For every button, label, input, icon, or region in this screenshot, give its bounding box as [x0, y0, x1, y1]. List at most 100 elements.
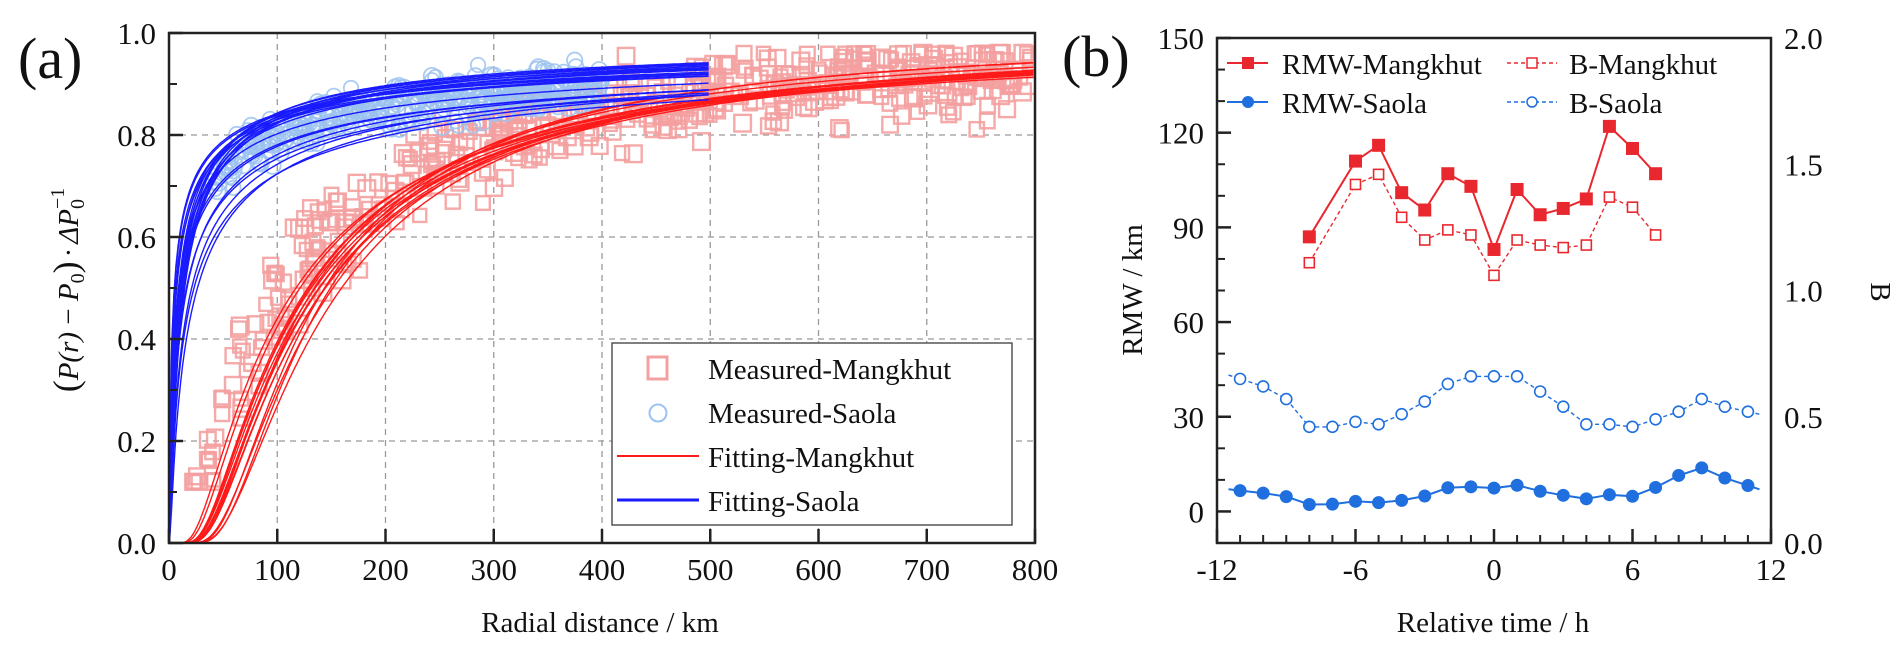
scatter-point-mangkhut: [421, 134, 438, 150]
scatter-point-mangkhut: [737, 59, 754, 76]
data-point: [1464, 480, 1478, 494]
data-point: [1533, 385, 1547, 398]
scatter-point-mangkhut: [759, 117, 778, 135]
data-point: [1442, 224, 1454, 236]
scatter-point-saola: [517, 79, 534, 96]
data-point: [1349, 154, 1362, 168]
y-tick-label: 90: [1173, 210, 1204, 245]
scatter-point-mangkhut: [837, 45, 854, 62]
y-tick-label: 120: [1158, 116, 1205, 151]
data-point: [1602, 488, 1616, 502]
y-tick-label: 0.8: [117, 118, 156, 153]
legend-item-measured-saola: Measured-Saola: [648, 398, 897, 430]
y-tick-label: 0.0: [117, 526, 156, 561]
scatter-point-mangkhut: [616, 46, 636, 66]
scatter-point-saola: [533, 86, 550, 103]
x-tick-label: 6: [1625, 552, 1641, 587]
panel-a-y-axis-label: (P(r) − P0)·ΔP0−1: [46, 188, 89, 393]
scatter-point-mangkhut: [304, 233, 322, 251]
x-tick-label: 400: [579, 552, 626, 587]
scatter-point-mangkhut: [474, 194, 492, 212]
fit-curve-saola: [169, 64, 709, 542]
data-point: [1302, 230, 1316, 244]
panel-b-y2-tick-labels: 0.0 0.5 1.0 1.5 2.0: [1784, 21, 1823, 561]
panel-a-plot-area: [169, 43, 1035, 543]
scatter-point-mangkhut: [203, 472, 222, 491]
data-point: [1325, 497, 1339, 511]
scatter-point-mangkhut: [284, 218, 304, 237]
x-tick-label: 800: [1012, 552, 1059, 587]
scatter-point-mangkhut: [412, 207, 428, 224]
fit-curve-saola: [169, 99, 709, 540]
data-point: [1349, 494, 1362, 508]
panel-b-series: [1228, 119, 1760, 511]
data-point: [1464, 370, 1478, 383]
fit-curve-saola: [169, 82, 709, 508]
fit-curve-saola: [169, 68, 709, 539]
data-point: [1603, 191, 1616, 203]
fit-curve-mangkhut: [169, 74, 1034, 543]
data-point: [1488, 269, 1500, 282]
fit-curve-saola: [169, 66, 709, 529]
panel-a: (a) 0 100 200 300 400 500 600 700 800 0.00.20.40…: [18, 16, 1058, 639]
scatter-point-mangkhut: [246, 315, 265, 334]
panel-b-ticks: [1215, 36, 1773, 543]
data-point: [1649, 167, 1663, 181]
legend-label: Measured-Mangkhut: [708, 354, 951, 386]
data-point: [1487, 481, 1501, 495]
data-point: [1534, 239, 1546, 251]
filled-circle-icon: [1242, 96, 1254, 108]
scatter-point-mangkhut: [858, 87, 875, 104]
legend-item-fitting-mangkhut: Fitting-Mangkhut: [617, 442, 914, 474]
scatter-point-saola: [559, 98, 578, 117]
scatter-point-mangkhut: [213, 405, 231, 423]
scatter-point-mangkhut: [229, 320, 248, 338]
data-point: [1511, 234, 1523, 246]
scatter-point-mangkhut: [613, 144, 631, 162]
scatter-point-mangkhut: [937, 87, 955, 105]
fit-curve-saola: [169, 65, 709, 543]
data-point: [1487, 370, 1501, 383]
data-point: [1418, 395, 1432, 408]
data-point: [1279, 392, 1293, 406]
scatter-point-mangkhut: [944, 103, 962, 121]
panel-b-label: (b): [1062, 24, 1130, 89]
panel-b-y-axis-label: RMW / km: [1117, 224, 1149, 356]
scatter-point-mangkhut: [360, 200, 377, 217]
data-point: [1349, 415, 1362, 429]
scatter-point-mangkhut: [603, 122, 622, 141]
data-point: [1672, 468, 1686, 482]
scatter-point-mangkhut: [680, 111, 698, 129]
scatter-point-mangkhut: [473, 164, 492, 182]
data-point: [1303, 256, 1316, 269]
scatter-point-mangkhut: [184, 473, 202, 491]
fit-curve-saola: [169, 94, 709, 543]
data-point: [1372, 168, 1385, 181]
fit-curve-saola: [169, 89, 709, 537]
series-rmw-mangkhut: [1302, 119, 1663, 256]
scatter-point-mangkhut: [918, 95, 938, 115]
data-point: [1487, 242, 1501, 256]
data-point: [1695, 461, 1709, 475]
data-point: [1303, 420, 1316, 434]
scatter-point-mangkhut: [733, 113, 753, 133]
scatter-point-mangkhut: [892, 107, 911, 125]
scatter-point-mangkhut: [735, 62, 753, 79]
data-point: [1626, 141, 1639, 155]
x-tick-label: -6: [1343, 552, 1369, 587]
y2-tick-label: 1.0: [1784, 274, 1823, 309]
data-point: [1626, 201, 1639, 213]
scatter-point-mangkhut: [691, 132, 711, 152]
scatter-point-mangkhut: [924, 49, 943, 69]
legend-label: Fitting-Saola: [708, 486, 860, 518]
scatter-point-saola: [319, 119, 338, 138]
data-point: [1556, 201, 1570, 215]
data-point: [1626, 420, 1639, 434]
legend-item-b-saola: B-Saola: [1507, 88, 1663, 120]
scatter-point-mangkhut: [955, 88, 973, 107]
scatter-point-mangkhut: [223, 375, 243, 395]
data-point: [1672, 405, 1685, 419]
x-tick-label: 500: [687, 552, 734, 587]
scatter-point-mangkhut: [973, 51, 992, 70]
panel-a-ticks: [167, 31, 1037, 545]
